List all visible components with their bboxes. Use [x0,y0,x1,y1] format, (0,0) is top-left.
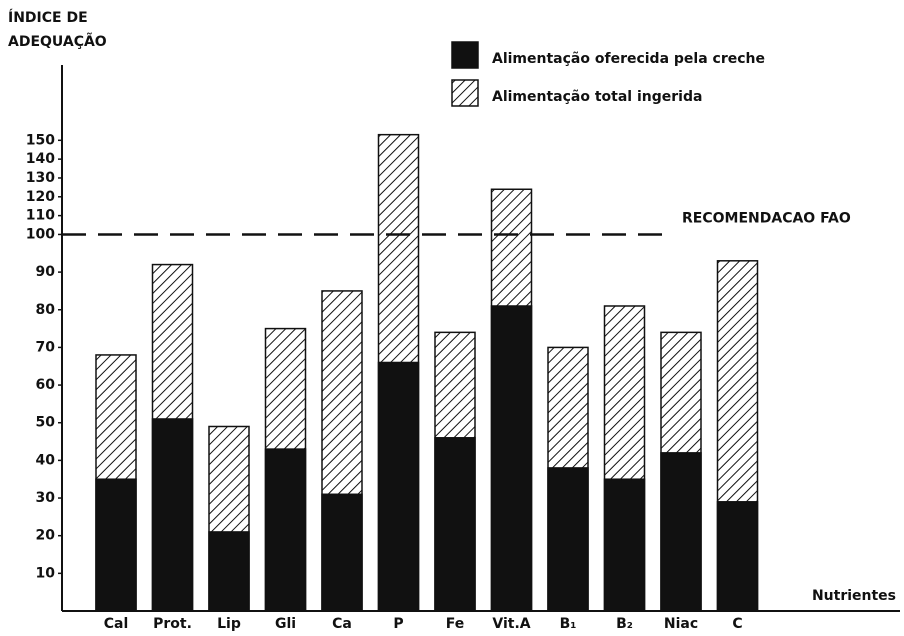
y-axis-title: ÍNDICE DE [8,9,88,26]
y-tick-label: 110 [26,208,55,224]
y-tick-label: 10 [36,565,56,581]
bar [321,493,363,612]
legend-label: Alimentação oferecida pela creche [492,51,765,67]
y-tick-label: 90 [36,264,56,280]
legend-swatch [451,41,479,69]
x-tick-label: Cal [104,616,129,632]
y-tick-label: 100 [26,226,55,242]
bar [377,361,420,612]
x-tick-label: C [732,616,742,632]
x-tick-label: Niac [664,616,698,632]
y-tick-label: 30 [36,490,56,506]
bar [716,501,759,612]
x-tick-label: B₁ [560,616,577,632]
y-tick-label: 20 [36,528,56,544]
bar [95,478,137,612]
bar [547,467,589,612]
reference-label: RECOMENDACAO FAO [682,210,851,226]
y-tick-label: 140 [26,151,55,167]
y-tick-label: 150 [26,132,55,148]
y-tick-label: 120 [26,189,55,205]
y-tick-label: 40 [36,452,56,468]
x-tick-label: Lip [217,616,241,632]
y-tick-label: 80 [36,302,56,318]
x-tick-label: Gli [275,616,296,632]
x-tick-label: Ca [332,616,352,632]
y-tick-label: 50 [36,415,56,431]
x-tick-label: Vit.A [492,616,530,632]
bar [208,531,250,612]
bar [603,478,646,612]
x-tick-label: Prot. [153,616,192,632]
bar [264,448,307,612]
x-tick-label: P [393,616,403,632]
y-axis-title: ADEQUAÇÃO [8,33,107,50]
bar [434,437,476,612]
y-tick-label: 60 [36,377,56,393]
legend-swatch [451,79,479,107]
y-tick-label: 130 [26,170,55,186]
x-tick-label: B₂ [616,616,633,632]
legend-label: Alimentação total ingerida [492,89,702,105]
y-tick-label: 70 [36,339,56,355]
x-axis-title: Nutrientes [812,588,896,604]
bar [660,452,702,612]
x-tick-label: Fe [446,616,465,632]
bar [490,305,533,612]
bar [151,418,194,612]
